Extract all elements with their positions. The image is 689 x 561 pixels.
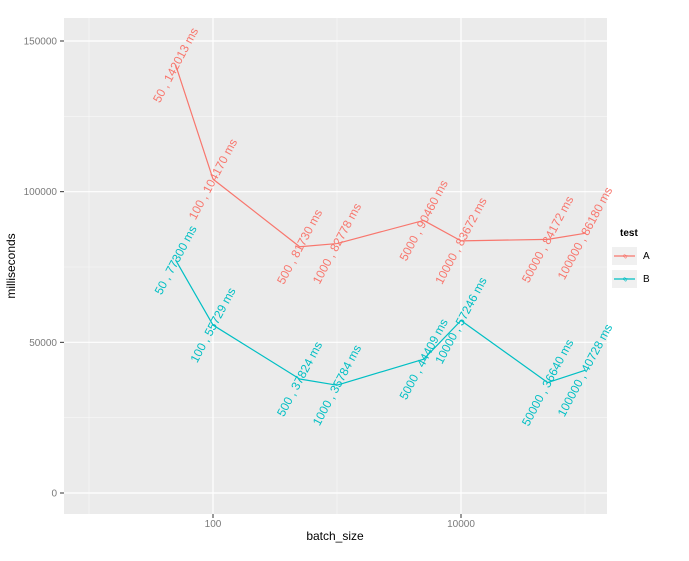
y-tick-label: 0 — [51, 489, 57, 500]
legend-glyph-b: a — [620, 274, 630, 283]
y-axis-title: milliseconds — [4, 233, 18, 298]
y-tick-label: 50000 — [29, 338, 57, 349]
legend-glyph-a: a — [620, 251, 630, 260]
legend-entry-a: a A — [612, 247, 650, 265]
legend-key-a-icon: a — [612, 247, 637, 265]
y-tick-label: 100000 — [24, 187, 58, 198]
series-a-line — [175, 64, 586, 248]
legend-label-b: B — [643, 273, 650, 285]
x-tick-label: 100 — [205, 519, 222, 530]
legend-entry-b: a B — [612, 270, 650, 288]
legend-title: test — [620, 228, 638, 239]
legend-label-a: A — [643, 250, 650, 262]
legend: test a A a B — [612, 228, 650, 293]
y-tick-label: 150000 — [24, 37, 58, 48]
x-tick-label: 10000 — [447, 519, 475, 530]
panel-background — [64, 18, 607, 514]
series-b-line — [175, 259, 586, 386]
x-axis-title: batch_size — [306, 529, 364, 543]
legend-key-b-icon: a — [612, 270, 637, 288]
